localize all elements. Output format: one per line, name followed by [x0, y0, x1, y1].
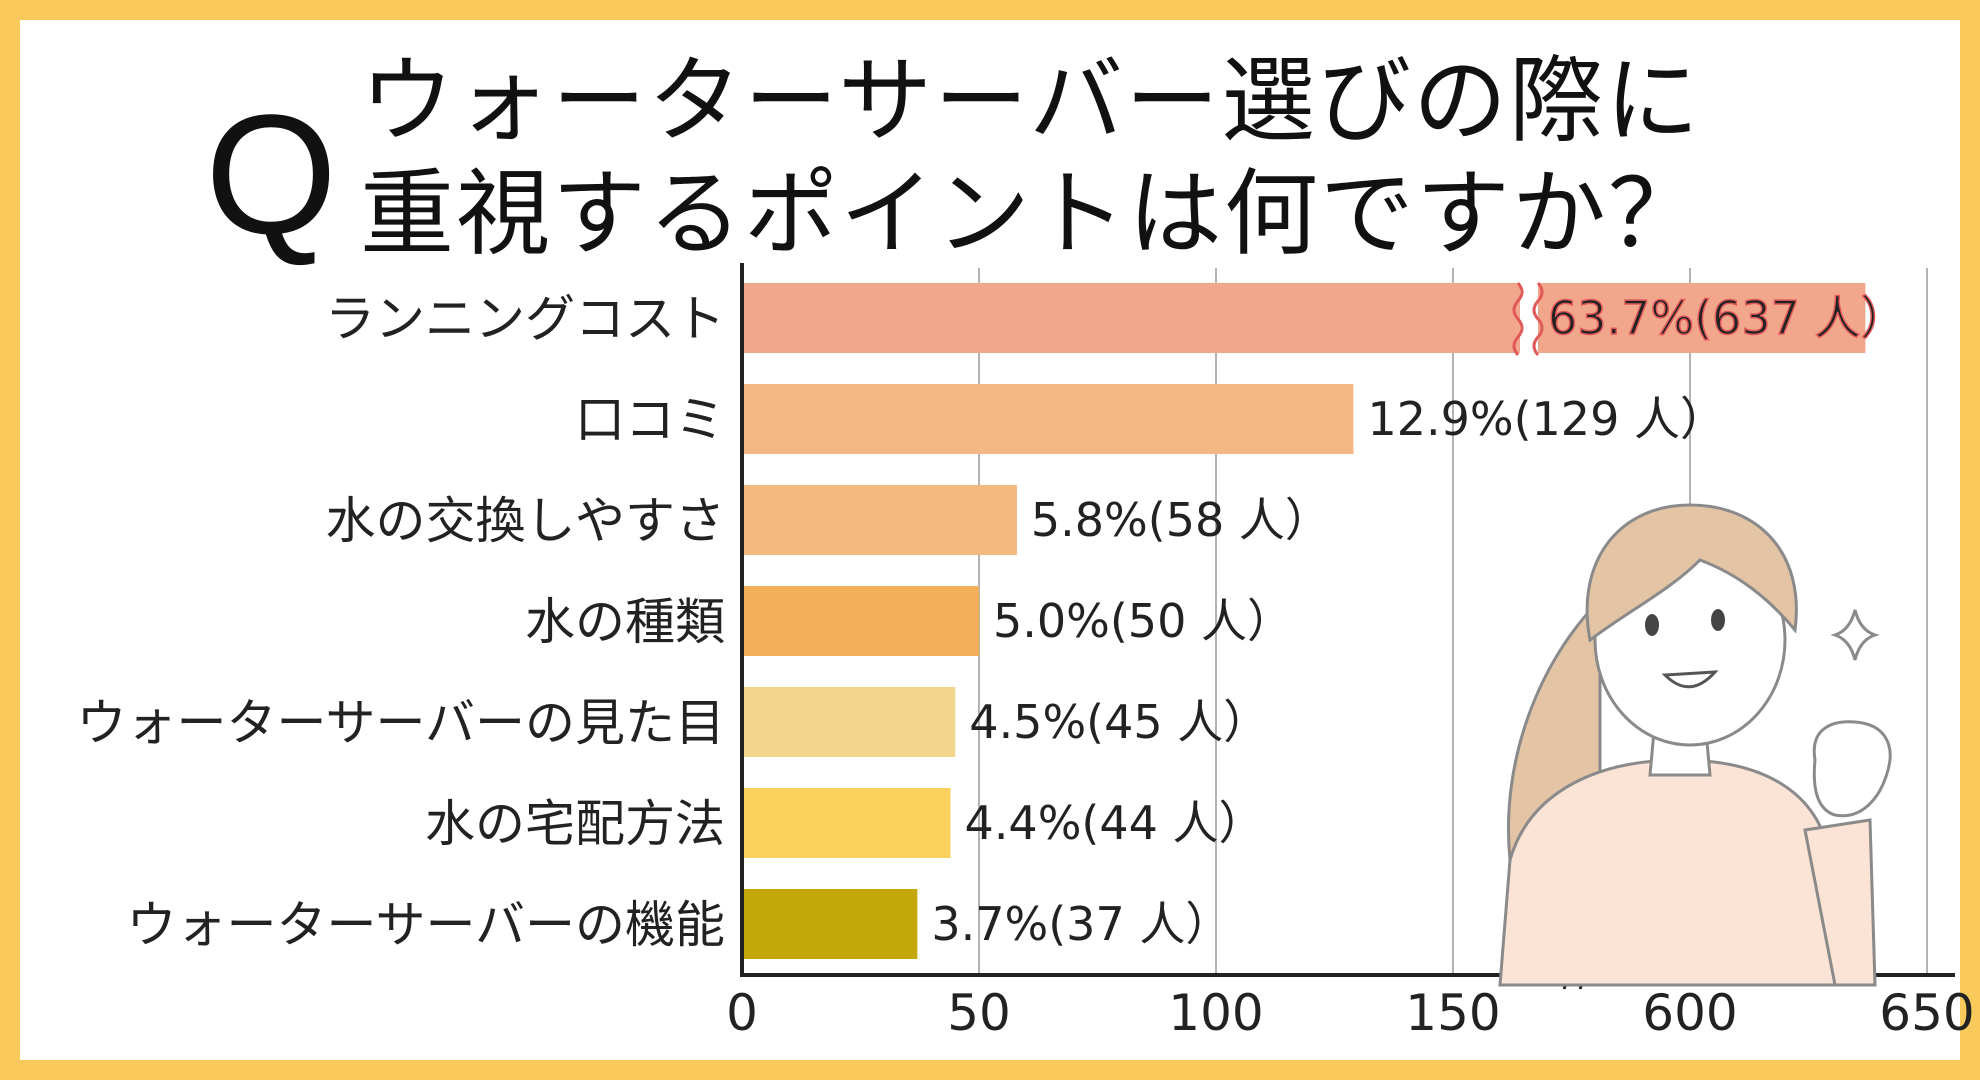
- x-tick-label-0: 0: [726, 984, 758, 1042]
- category-label-5: 水の宅配方法: [425, 795, 725, 853]
- category-label-1: 口コミ: [575, 391, 725, 449]
- x-tick-label-600: 600: [1642, 984, 1737, 1042]
- x-tick-label-50: 50: [947, 984, 1011, 1042]
- x-tick-label-100: 100: [1168, 984, 1263, 1042]
- bar-1: [742, 384, 1354, 454]
- x-tick-label-150: 150: [1405, 984, 1500, 1042]
- woman-illustration: [1498, 503, 1892, 987]
- value-label-1: 12.9%(129 人）: [1367, 392, 1726, 446]
- x-tick-label-650: 650: [1879, 984, 1974, 1042]
- bar-4: [742, 687, 956, 757]
- title-line-2: 重視するポイントは何ですか？: [360, 160, 1705, 269]
- value-label-2: 5.8%(58 人）: [1031, 493, 1331, 547]
- category-label-2: 水の交換しやすさ: [326, 492, 726, 550]
- value-label-4: 4.5%(45 人）: [969, 695, 1269, 749]
- bar-6: [742, 889, 918, 959]
- value-label-3: 5.0%(50 人）: [993, 594, 1293, 648]
- question-mark-q: Q: [205, 80, 338, 270]
- title-line-1: ウォーターサーバー選びの際に: [360, 47, 1702, 156]
- axis-break-mark-right: [1532, 282, 1544, 356]
- axis-break-mark-left: [1512, 282, 1524, 356]
- bar-0: [742, 283, 1866, 353]
- bar-2: [742, 485, 1017, 555]
- bar-3: [742, 586, 979, 656]
- bars: [742, 281, 1866, 959]
- category-label-3: 水の種類: [525, 593, 725, 651]
- value-label-0: 63.7%(637 人）: [1548, 291, 1907, 345]
- category-label-6: ウォーターサーバーの機能: [127, 896, 726, 954]
- category-label-0: ランニングコスト: [325, 290, 725, 348]
- category-label-4: ウォーターサーバーの見た目: [77, 694, 726, 752]
- value-label-5: 4.4%(44 人）: [965, 796, 1265, 850]
- axis-break-gap: [1520, 281, 1538, 355]
- value-label-6: 3.7%(37 人）: [931, 897, 1231, 951]
- labels: ランニングコスト 63.7%(637 人） 口コミ 12.9%(129 人） 水の交換し…: [77, 290, 1975, 1042]
- bar-5: [742, 788, 951, 858]
